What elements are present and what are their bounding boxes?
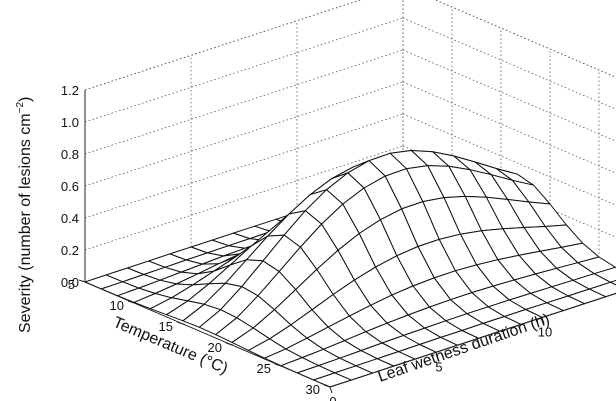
y-tick-mark	[78, 279, 86, 283]
box-edge	[434, 0, 616, 78]
x-tick-mark	[329, 386, 333, 394]
x-tick-label: 0	[329, 394, 336, 401]
y-tick-mark	[323, 384, 331, 388]
y-tick-label: 15	[159, 319, 173, 334]
z-tick-label: 1.2	[61, 83, 79, 98]
box-edge	[84, 0, 362, 91]
y-tick-mark	[274, 363, 282, 367]
x-tick-mark	[435, 352, 439, 359]
y-tick-label: 20	[208, 340, 222, 355]
z-tick-label: 0.4	[61, 211, 79, 226]
grid-line	[402, 49, 616, 142]
y-tick-label: 10	[110, 298, 124, 313]
x-tick-label: 5	[435, 359, 442, 374]
y-tick-mark	[127, 300, 135, 304]
grid-line	[84, 49, 404, 155]
z-axis-label: Severity (number of lesions cm−2)	[15, 97, 34, 333]
z-tick-label: 0.0	[61, 275, 79, 290]
surface-mesh	[84, 150, 616, 388]
z-tick-label: 1.0	[61, 115, 79, 130]
y-tick-label: 30	[306, 382, 320, 397]
y-tick-label: 5	[68, 277, 75, 292]
x-tick-label: 10	[538, 325, 552, 340]
axes	[78, 0, 616, 394]
z-tick-label: 0.8	[61, 147, 79, 162]
x-tick-mark	[541, 317, 545, 324]
grid-line	[434, 0, 616, 78]
z-tick-label: 0.6	[61, 179, 79, 194]
grid-line	[402, 113, 616, 206]
z-tick-label: 0.2	[61, 243, 79, 258]
grid-line	[402, 81, 616, 174]
y-tick-mark	[225, 342, 233, 346]
y-axis-line	[84, 281, 331, 388]
grid-line	[84, 0, 362, 91]
y-tick-label: 25	[257, 361, 271, 376]
x-axis-line	[329, 292, 616, 388]
y-tick-mark	[176, 321, 184, 325]
grid-line	[84, 17, 404, 123]
tick-labels: 0.00.20.40.60.81.01.251015202530051015	[61, 83, 552, 401]
grid-line	[402, 17, 616, 110]
